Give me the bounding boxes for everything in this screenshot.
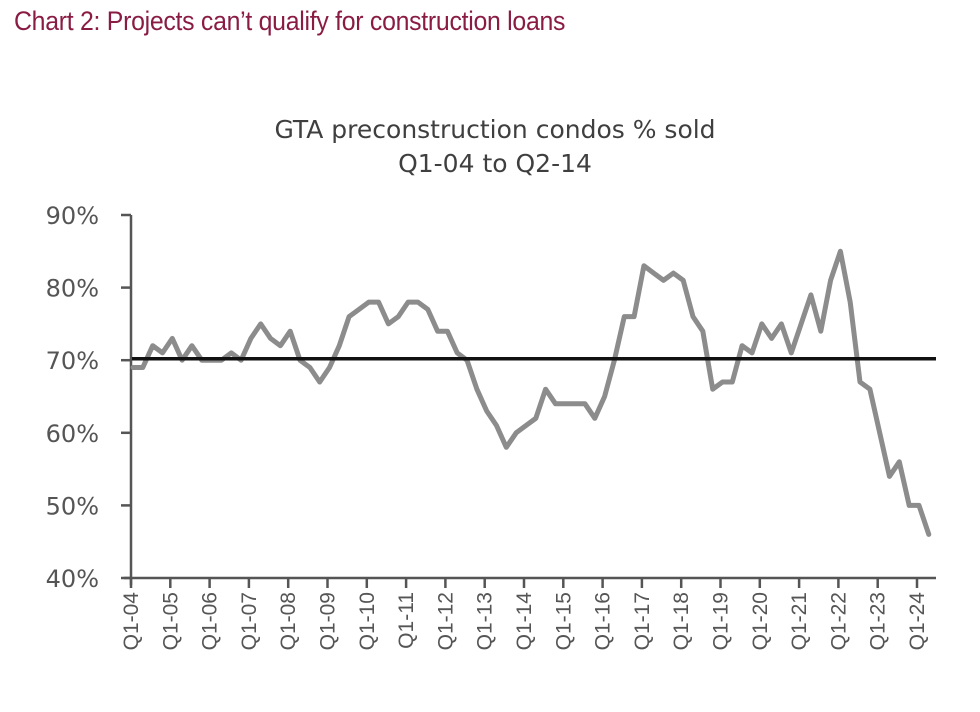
chart-title: GTA preconstruction condos % sold [274, 115, 715, 144]
x-tick-label: Q1-15 [552, 592, 575, 650]
y-tick-label: 80% [46, 275, 99, 303]
x-tick-label: Q1-10 [356, 592, 379, 650]
y-tick-label: 40% [46, 565, 99, 593]
x-tick-label: Q1-22 [827, 592, 850, 650]
chart-subtitle: Q1-04 to Q2-14 [398, 149, 592, 178]
chart-heading: Chart 2: Projects can’t qualify for cons… [14, 6, 566, 36]
y-tick-label: 90% [46, 202, 99, 230]
x-tick-label: Q1-20 [749, 592, 772, 650]
x-tick-label: Q1-11 [395, 592, 418, 649]
x-tick-label: Q1-12 [434, 592, 457, 650]
x-tick-label: Q1-18 [670, 592, 693, 650]
x-axis: Q1-04 Q1-05 Q1-06 Q1-07 Q1-08 Q1-09 Q1-10 Q1-11… [120, 576, 936, 651]
x-tick-label: Q1-19 [710, 592, 733, 650]
x-tick-label: Q1-06 [199, 592, 222, 650]
x-tick-label: Q1-16 [592, 592, 615, 650]
x-tick-label: Q1-09 [317, 592, 340, 650]
x-tick-label: Q1-24 [906, 592, 929, 651]
y-tick-label: 70% [46, 347, 99, 375]
x-tick-label: Q1-17 [631, 592, 654, 650]
x-tick-label: Q1-13 [474, 592, 497, 650]
series-line [130, 248, 932, 537]
x-tick-label: Q1-21 [788, 592, 811, 650]
x-tick-label: Q1-08 [277, 592, 300, 650]
y-tick-label: 60% [46, 420, 99, 448]
x-tick-label: Q1-07 [238, 592, 261, 650]
x-tick-label: Q1-04 [120, 592, 143, 651]
x-tick-label: Q1-23 [867, 592, 890, 650]
y-tick-label: 50% [46, 492, 99, 520]
x-tick-label: Q1-05 [159, 592, 182, 650]
x-tick-label: Q1-14 [513, 592, 536, 651]
series-group [130, 248, 932, 537]
y-axis: 40% 50% 60% 70% 80% 90% [46, 202, 133, 593]
